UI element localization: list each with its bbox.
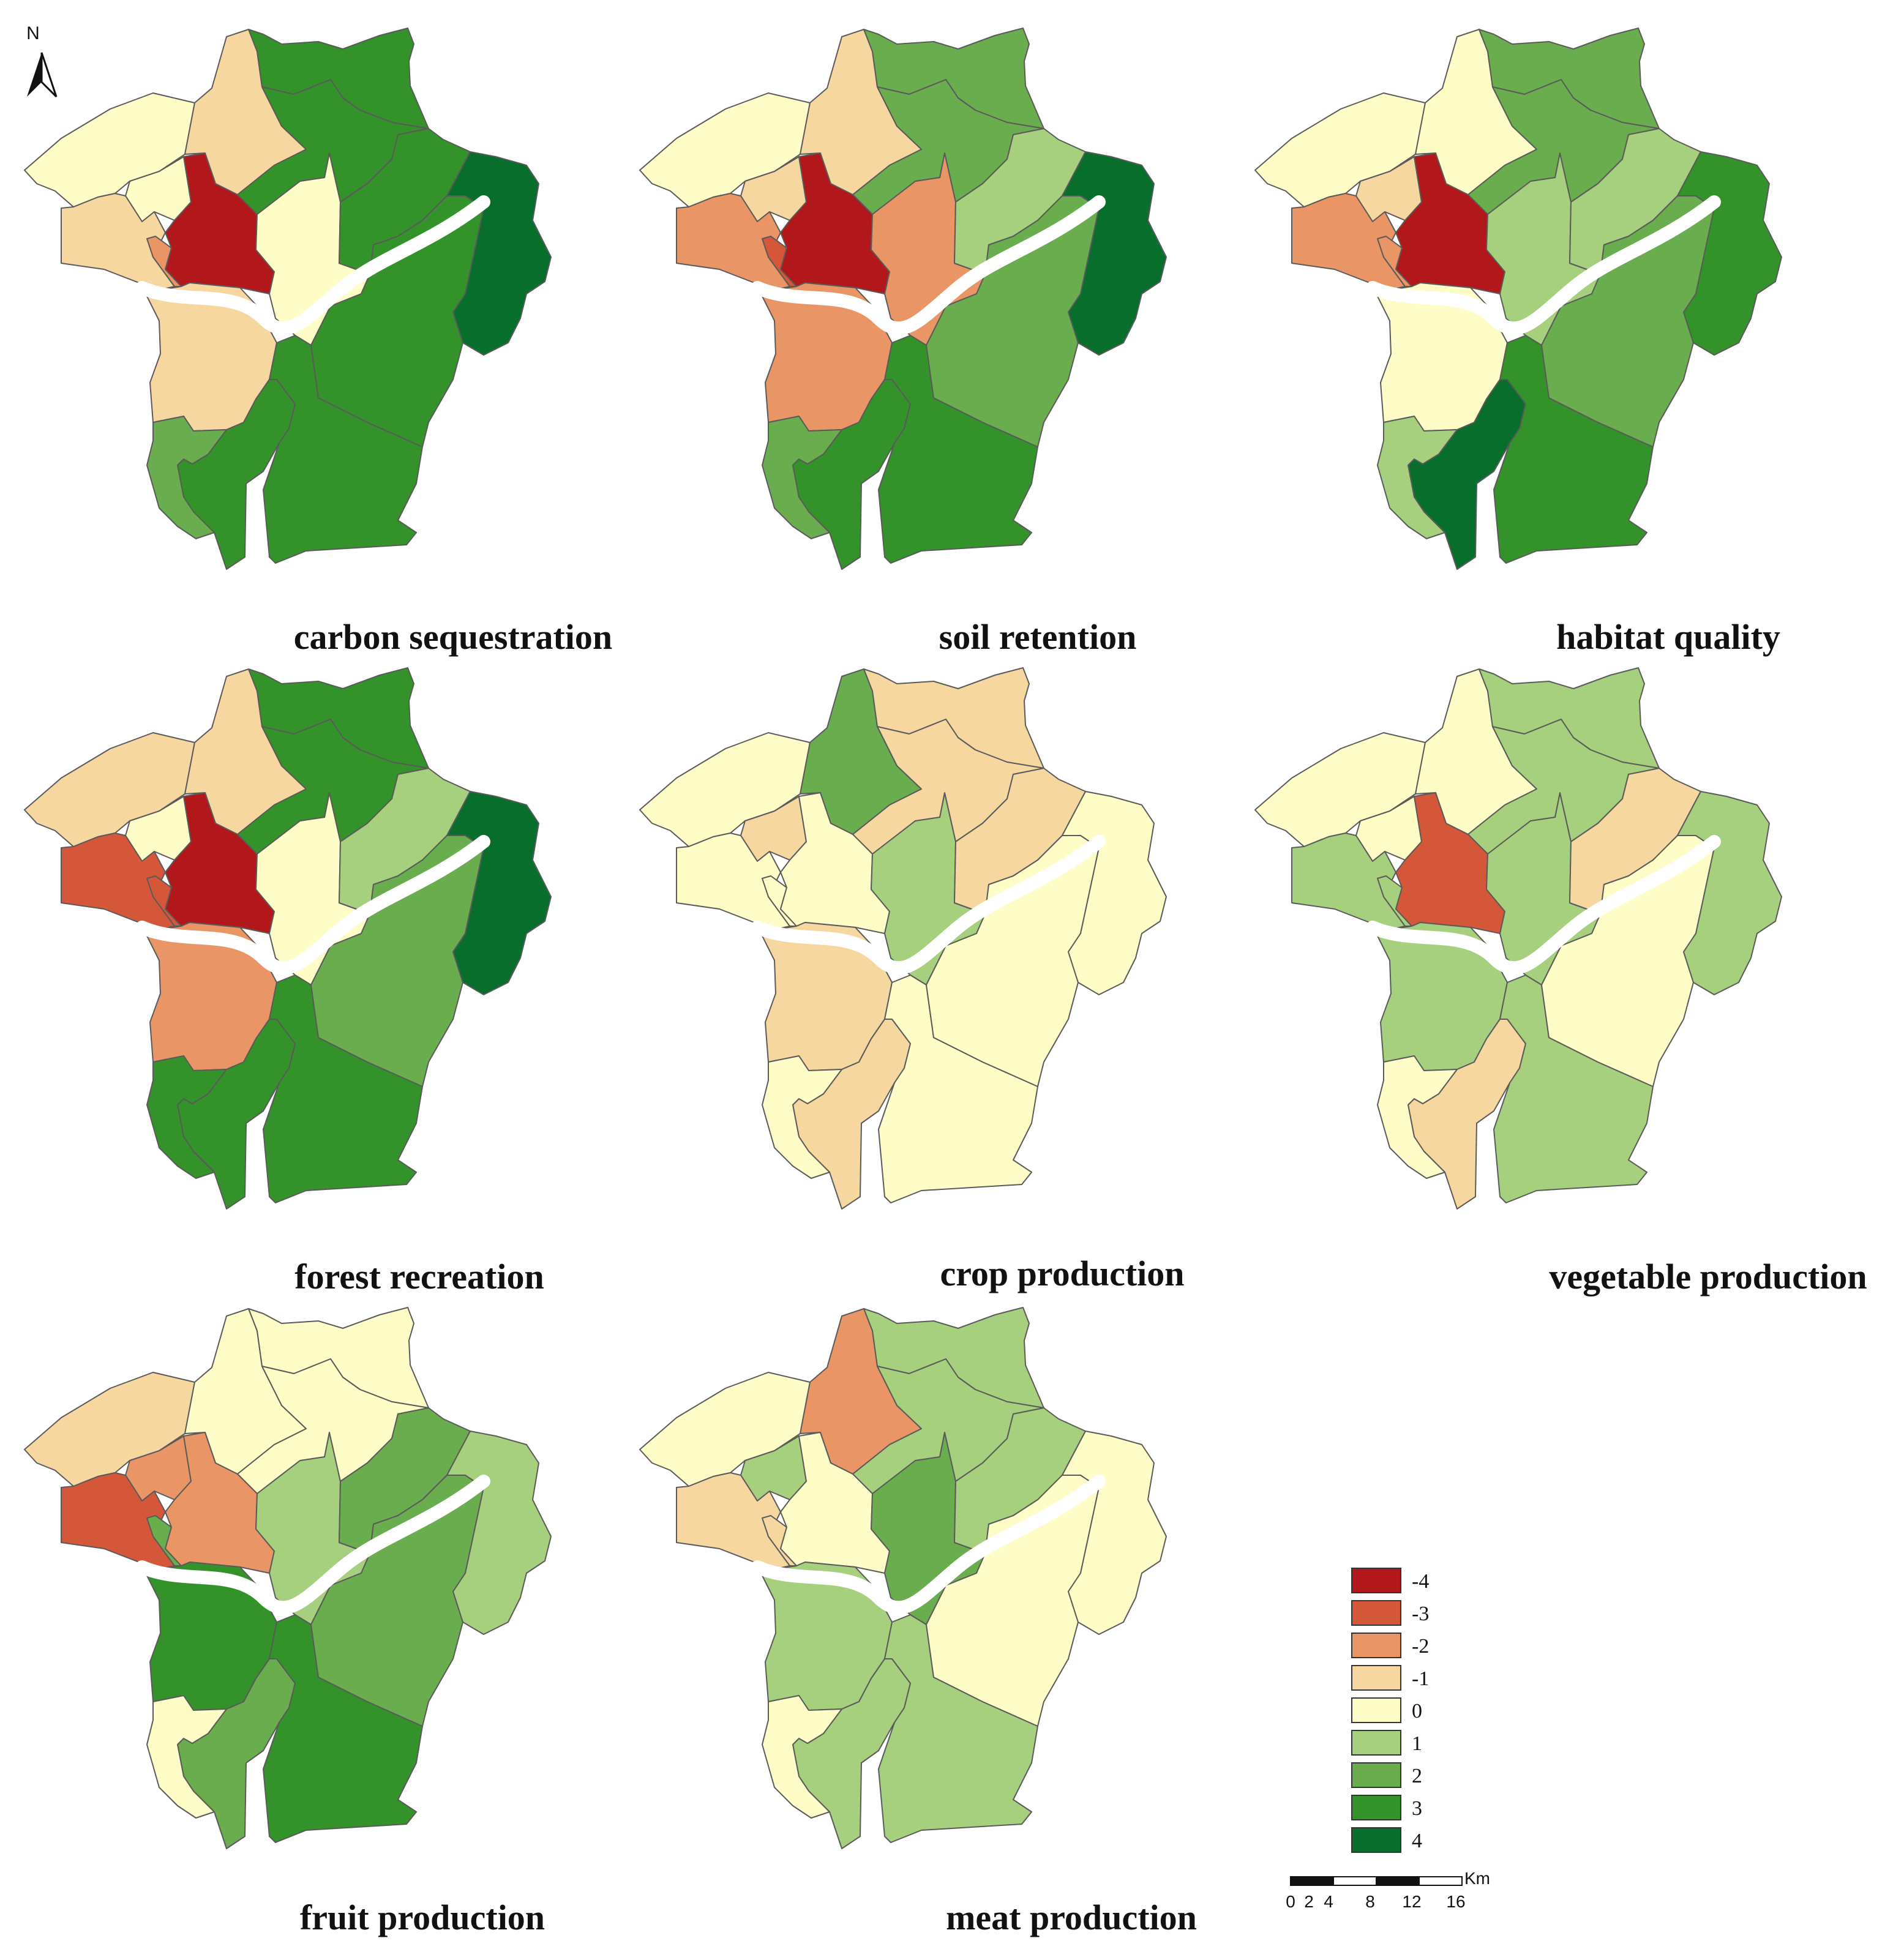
map-panel: crop production	[639, 667, 1185, 1293]
legend-item: 0	[1351, 1697, 1422, 1723]
district-region	[146, 1055, 227, 1179]
legend-item: -1	[1351, 1665, 1429, 1691]
district-region	[1677, 151, 1782, 356]
map-panel: carbon sequestration	[24, 28, 612, 657]
river-gap	[751, 835, 1106, 975]
district-region	[237, 1358, 429, 1494]
scale-tick: 16	[1446, 1892, 1465, 1911]
map-panel: soil retention	[639, 28, 1167, 657]
district-region	[237, 79, 429, 215]
district-region	[446, 1431, 552, 1635]
legend-label: -2	[1412, 1635, 1429, 1658]
scale-unit: Km	[1464, 1869, 1490, 1888]
legend-label: 3	[1412, 1797, 1422, 1820]
legend-item: 4	[1351, 1827, 1422, 1853]
district-region	[1062, 1431, 1167, 1635]
map-panel: vegetable production	[1254, 667, 1867, 1296]
district-region	[446, 151, 552, 356]
legend-item: 1	[1351, 1730, 1422, 1756]
scale-tick: 4	[1324, 1892, 1333, 1911]
river-gap	[135, 835, 490, 975]
legend-label: -4	[1412, 1570, 1429, 1593]
legend-swatch	[1351, 1795, 1401, 1820]
scale-tick: 0	[1286, 1892, 1295, 1911]
legend-item: -2	[1351, 1633, 1429, 1658]
district-region	[762, 1695, 842, 1819]
river-gap	[751, 1475, 1106, 1615]
map-panel: fruit production	[24, 1307, 552, 1937]
district-region	[1377, 416, 1458, 539]
scale-bar: Km 0 2 4 8 12 16	[1286, 1869, 1490, 1911]
river-gap	[1366, 195, 1721, 335]
district-region	[762, 1055, 842, 1179]
map-panel: habitat quality	[1254, 28, 1782, 657]
river-gap	[135, 1475, 490, 1615]
district-region	[762, 416, 842, 539]
legend-swatch	[1351, 1633, 1401, 1658]
panel-title: habitat quality	[1556, 617, 1780, 657]
district-region	[852, 719, 1044, 855]
legend-item: 2	[1351, 1762, 1422, 1788]
north-label: N	[26, 23, 40, 43]
panel-title: carbon sequestration	[294, 617, 612, 657]
north-arrow-icon	[27, 53, 42, 97]
panel-title: soil retention	[939, 617, 1137, 657]
legend-swatch	[1351, 1730, 1401, 1756]
district-region	[1062, 151, 1167, 356]
legend-swatch	[1351, 1600, 1401, 1626]
panel-title: crop production	[940, 1254, 1184, 1293]
legend-swatch	[1351, 1827, 1401, 1853]
map-panel: meat production	[639, 1307, 1197, 1937]
panel-title: meat production	[946, 1898, 1197, 1937]
district-region	[446, 791, 552, 995]
legend-label: 1	[1412, 1732, 1422, 1755]
legend-swatch	[1351, 1697, 1401, 1723]
north-arrow: N	[26, 23, 58, 98]
river-gap	[1366, 835, 1721, 975]
district-region	[1062, 791, 1167, 995]
district-region	[1677, 791, 1782, 995]
panel-title: fruit production	[300, 1898, 545, 1937]
district-region	[146, 1695, 227, 1819]
legend-swatch	[1351, 1568, 1401, 1593]
scale-tick: 12	[1402, 1892, 1421, 1911]
district-region	[146, 416, 227, 539]
legend-label: -1	[1412, 1667, 1429, 1690]
legend: -4 -3 -2 -1 0 1 2 3	[1351, 1568, 1429, 1853]
scale-tick: 8	[1365, 1892, 1375, 1911]
district-region	[1377, 1055, 1458, 1179]
river-gap	[135, 195, 490, 335]
legend-label: -3	[1412, 1603, 1429, 1625]
district-region	[1467, 79, 1660, 215]
legend-label: 4	[1412, 1830, 1422, 1852]
legend-item: -4	[1351, 1568, 1429, 1593]
legend-label: 0	[1412, 1700, 1422, 1722]
district-region	[852, 79, 1044, 215]
district-region	[1467, 719, 1660, 855]
legend-label: 2	[1412, 1765, 1422, 1787]
legend-item: -3	[1351, 1600, 1429, 1626]
district-region	[237, 719, 429, 855]
panel-title: forest recreation	[294, 1257, 544, 1296]
district-region	[852, 1358, 1044, 1494]
legend-item: 3	[1351, 1795, 1422, 1820]
panel-title: vegetable production	[1549, 1257, 1867, 1296]
map-panel: forest recreation	[24, 667, 552, 1296]
scale-tick: 2	[1304, 1892, 1314, 1911]
legend-swatch	[1351, 1665, 1401, 1691]
river-gap	[751, 195, 1106, 335]
legend-swatch	[1351, 1762, 1401, 1788]
